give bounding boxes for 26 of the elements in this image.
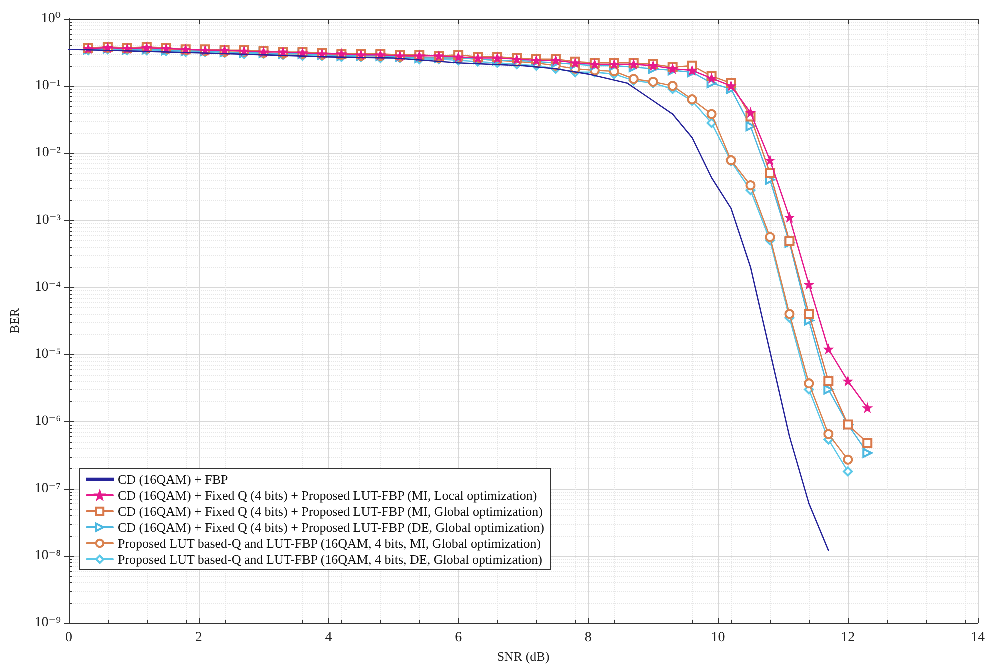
x-axis-title: SNR (dB) xyxy=(497,649,550,664)
y-tick-label: 10⁰ xyxy=(41,12,62,26)
y-tick-label: 10⁻⁷ xyxy=(34,481,62,496)
y-tick-label: 10⁻² xyxy=(35,146,61,161)
legend-label: Proposed LUT based-Q and LUT-FBP (16QAM, 4 bits, DE, Global optimization) xyxy=(118,552,543,567)
legend-label: CD (16QAM) + FBP xyxy=(118,472,228,487)
x-tick-label: 10 xyxy=(711,630,726,646)
legend-label: CD (16QAM) + Fixed Q (4 bits) + Proposed LUT-FBP (MI, Global optimization) xyxy=(118,504,543,519)
y-tick-label: 10⁻⁶ xyxy=(34,414,62,430)
y-tick-label: 10⁻⁹ xyxy=(34,616,62,631)
y-tick-label: 10⁻⁸ xyxy=(34,548,62,564)
legend-label: Proposed LUT based-Q and LUT-FBP (16QAM, 4 bits, MI, Global optimization) xyxy=(118,536,542,551)
y-axis-title: BER xyxy=(7,308,22,334)
legend-label: CD (16QAM) + Fixed Q (4 bits) + Proposed LUT-FBP (MI, Local optimization) xyxy=(118,488,538,503)
y-tick-label: 10⁻³ xyxy=(35,212,61,228)
x-tick-label: 8 xyxy=(584,630,592,646)
x-tick-label: 6 xyxy=(455,630,462,646)
y-tick-label: 10⁻⁵ xyxy=(34,347,62,362)
x-tick-label: 0 xyxy=(66,630,72,646)
x-tick-label: 4 xyxy=(325,630,332,646)
x-tick-label: 2 xyxy=(195,630,202,646)
legend-label: CD (16QAM) + Fixed Q (4 bits) + Proposed LUT-FBP (DE, Global optimization) xyxy=(118,520,544,535)
y-tick-label: 10⁻⁴ xyxy=(34,280,62,295)
x-tick-label: 12 xyxy=(841,630,856,646)
y-tick-label: 10⁻¹ xyxy=(35,78,61,94)
x-tick-label: 14 xyxy=(971,630,985,646)
